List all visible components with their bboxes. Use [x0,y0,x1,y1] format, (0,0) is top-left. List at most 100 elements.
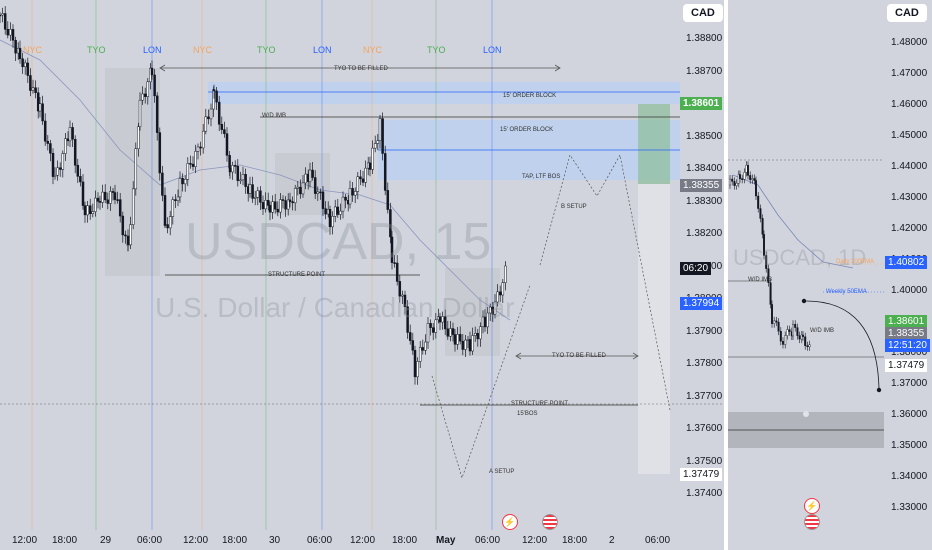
stop-price-tag: 1.37479 [680,468,723,481]
price-tick-label: 1.47000 [891,68,928,79]
weekly-eq-label: Weekly 50EMA [826,289,867,295]
candle-body [386,190,390,210]
us-flag-event-icon-right[interactable] [804,514,820,530]
candle-body [471,335,474,352]
candle-body [253,197,257,199]
currency-button[interactable]: CAD [683,4,723,22]
candle-body [395,262,399,282]
candle-body [421,347,425,351]
candle-body [215,90,218,103]
candle-body [14,39,17,54]
price-tick-label: 1.38500 [686,130,723,142]
candle-body [288,199,292,202]
daily-eq-label: Daily 200EMA [836,259,875,265]
candle-body [383,153,387,191]
candle-body [248,184,252,194]
candle-body [788,329,791,332]
countdown-tag: 06:20 [680,262,712,275]
candle-body [36,92,40,112]
candle-body [461,340,465,350]
session-label: LON [313,45,332,55]
candle-body [763,234,766,256]
flash-event-icon[interactable]: ⚡ [502,514,518,530]
left-chart-canvas[interactable] [0,0,724,550]
candle-body [424,341,427,351]
candle-body [143,93,147,97]
candle-body [223,129,226,134]
candle-body [273,201,277,210]
candle-body [266,200,270,206]
candle-body [476,333,480,340]
candle-body [49,143,52,154]
pane-divider[interactable] [724,0,728,550]
time-tick-label: 06:00 [137,535,163,546]
candle-body [286,199,290,210]
candle-body [56,167,59,176]
us-flag-event-icon[interactable] [542,514,558,530]
candle-body [798,335,801,340]
candle-body [281,199,285,201]
time-tick-label: 06:00 [307,535,333,546]
candle-body [46,140,50,144]
session-label: LON [483,45,502,55]
candle-body [79,176,82,183]
price-tick-label: 1.38700 [686,65,723,77]
time-tick-label: 12:00 [350,535,376,546]
flash-event-icon-right[interactable]: ⚡ [804,498,820,514]
candle-body [94,197,97,212]
candle-body [101,191,104,203]
candle-body [468,339,472,352]
candle-body [733,181,736,186]
candle-body [134,148,138,190]
candle-body [743,172,746,180]
candle-body [161,172,164,196]
price-tick-label: 1.38000 [891,347,928,358]
candle-body [753,178,756,181]
candle-body [81,181,85,206]
right-chart-pane[interactable]: USDCAD, 1D Daily 200EMA Weekly 50EMA W/D… [728,0,932,550]
candle-body [299,186,302,195]
candle-body [166,224,169,229]
right-chart-canvas[interactable] [728,0,932,550]
candle-body [153,74,156,97]
candle-body [121,215,125,236]
candle-body [411,340,415,351]
time-tick-label: May [436,535,456,546]
candle-body [61,153,65,170]
candle-body [18,47,22,59]
structure-point-1-label: STRUCTURE POINT [268,272,325,278]
wd-imb-label: W/D IMB [262,113,286,119]
candle-body [782,341,785,345]
currency-button-right[interactable]: CAD [887,4,927,22]
price-tick-label: 1.37700 [686,390,723,402]
tyo-filled-top-label: TYO TO BE FILLED [334,66,388,72]
candle-body [178,178,182,198]
candle-body [775,320,778,323]
candle-body [458,334,462,342]
left-chart-pane[interactable]: USDCAD, 15 U.S. Dollar / Canadian Dollar… [0,0,724,550]
projection-curve [803,300,880,391]
price-tick-label: 1.37800 [686,358,723,369]
session-label: TYO [257,45,276,55]
candle-body [473,333,477,336]
candle-body [106,199,110,204]
candle-body [6,29,10,36]
candle-body [808,344,811,348]
candle-body [348,188,352,205]
session-label: NYC [193,45,213,55]
price-tick-label: 1.38800 [686,33,723,44]
price-tick-label: 1.40000 [891,285,928,296]
candle-body [324,208,327,215]
candle-body [220,124,224,130]
candle-body [373,143,377,149]
candle-body [356,176,360,192]
bos-15-label: 15'BOS [517,411,538,417]
candle-body [767,268,770,283]
candle-body [368,162,372,170]
candle-body [344,196,347,201]
candle-body [806,345,809,348]
candle-body [316,191,320,194]
candle-body [466,339,470,341]
tap-ltf-bos-label: TAP, LTF BOS [522,174,561,180]
candle-body [9,29,12,36]
